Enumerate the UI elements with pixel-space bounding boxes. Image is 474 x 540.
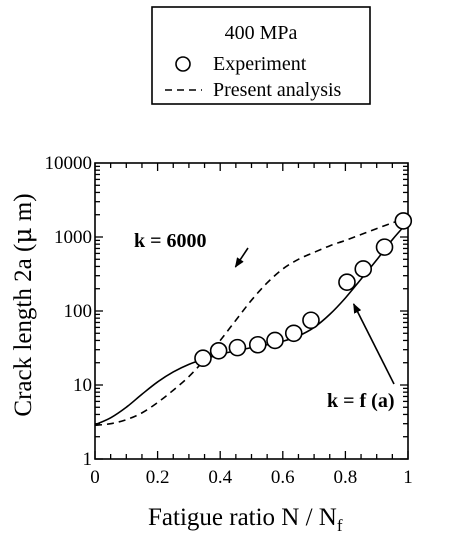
experiment-point [354, 260, 373, 278]
series-line-k-6000 [94, 216, 409, 427]
y-tick-label: 100 [64, 301, 93, 322]
x-tick-label: 0.8 [334, 467, 358, 488]
x-axis-label-main: Fatigue ratio N / N [148, 504, 337, 531]
experiment-point [302, 311, 320, 330]
annotation-k-6000: k = 6000 [134, 230, 207, 252]
y-tick-label: 1000 [54, 227, 92, 248]
legend-header: 400 MPa [225, 22, 298, 44]
y-axis-label-mu: μ [8, 227, 37, 243]
experiment-point [338, 273, 356, 292]
legend-frame [151, 6, 371, 105]
experiment-point [228, 338, 247, 357]
experiment-point [209, 341, 228, 360]
legend-experiment-marker [175, 56, 191, 72]
x-tick-label: 0 [90, 467, 100, 488]
y-tick-label: 10000 [45, 153, 93, 174]
x-tick-label: 0.2 [146, 467, 170, 488]
experiment-point [394, 212, 413, 230]
experiment-points [194, 212, 413, 368]
experiment-point [248, 335, 267, 354]
annotation-k-6000-arrow [234, 247, 249, 268]
y-tick-label: 1 [83, 449, 93, 470]
experiment-point [375, 238, 394, 256]
experiment-point [266, 331, 284, 350]
legend-experiment-label: Experiment [213, 53, 307, 75]
x-axis-label-subscript: f [337, 516, 343, 535]
y-tick-labels: 1 10 100 1000 10000 [45, 153, 93, 470]
experiment-point [284, 324, 303, 343]
y-tick-label: 10 [73, 375, 92, 396]
plot-frame [94, 162, 409, 460]
y-axis-label: Crack length 2a (μ m) [8, 193, 37, 416]
x-tick-label: 1 [403, 467, 413, 488]
y-axis-label-tail: m) [10, 193, 37, 227]
axis-ticks [94, 163, 409, 460]
y-axis-label-main: Crack length 2a ( [10, 244, 37, 417]
x-tick-labels: 0 0.2 0.4 0.6 0.8 1 [90, 467, 413, 488]
x-tick-label: 0.4 [208, 467, 232, 488]
x-axis-label: Fatigue ratio N / Nf [148, 504, 343, 535]
legend-analysis-label: Present analysis [213, 79, 342, 101]
annotation-k-fa: k = f (a) [327, 390, 395, 412]
experiment-point [194, 349, 212, 368]
legend: 400 MPa Experiment Present analysis [151, 6, 371, 105]
annotation-k-fa-arrow [352, 303, 395, 385]
x-tick-label: 0.6 [271, 467, 295, 488]
